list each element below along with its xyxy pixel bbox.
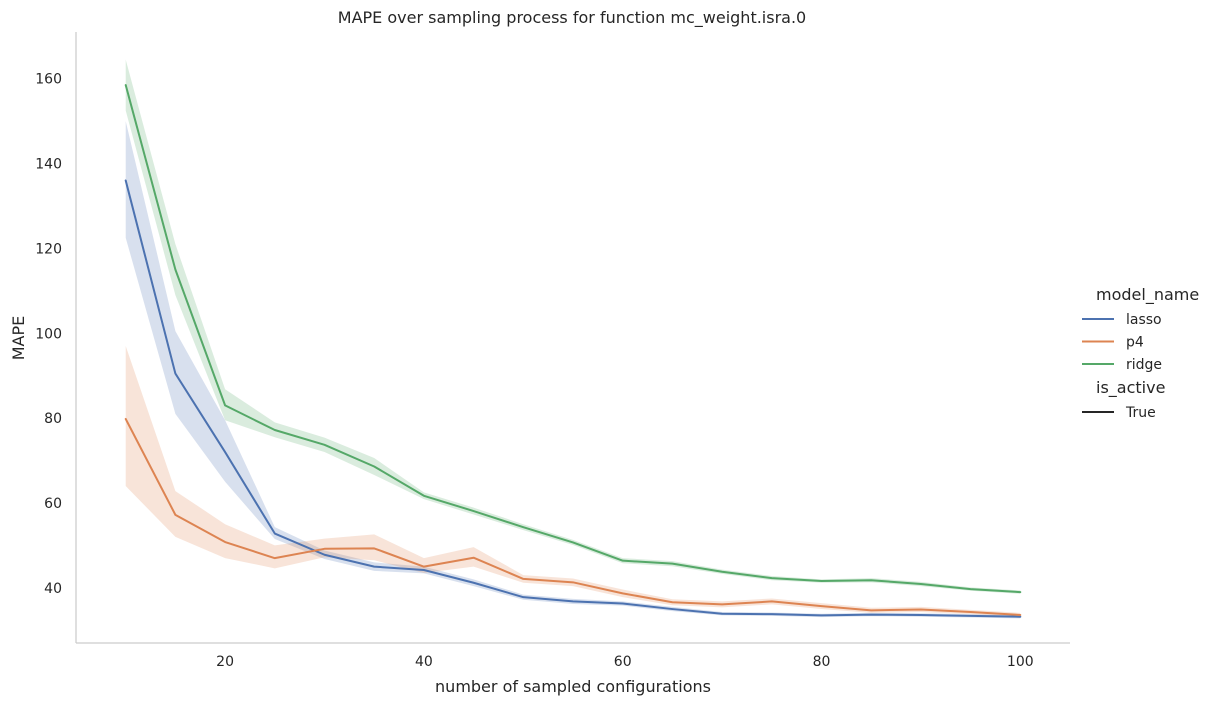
legend-label-lasso: lasso <box>1126 312 1162 328</box>
y-axis-title: MAPE <box>9 316 28 361</box>
legend-label-ridge: ridge <box>1126 357 1162 373</box>
confidence-band-p4 <box>125 345 1021 618</box>
series-line-lasso <box>124 179 1022 618</box>
x-tick-label: 60 <box>614 654 632 670</box>
y-tick-label: 140 <box>35 157 62 173</box>
series-lines <box>124 84 1022 618</box>
legend: model_name is_active lasso p4 ridge True <box>1082 285 1199 421</box>
x-tick-label: 40 <box>415 654 433 670</box>
y-tick-label: 40 <box>44 581 62 597</box>
axes: 20 40 60 80 100 40 60 80 100 120 140 160 <box>35 32 1070 670</box>
x-tick-label: 100 <box>1007 654 1034 670</box>
series-line-p4 <box>124 417 1022 616</box>
confidence-band-ridge <box>125 59 1021 594</box>
y-tick-label: 120 <box>35 241 62 257</box>
series-line-ridge <box>124 84 1022 594</box>
x-tick-label: 20 <box>216 654 234 670</box>
y-tick-label: 100 <box>35 326 62 342</box>
chart-title: MAPE over sampling process for function … <box>338 8 806 28</box>
y-tick-label: 160 <box>35 72 62 88</box>
y-tick-label: 60 <box>44 496 62 512</box>
legend-style-title: is_active <box>1096 378 1165 398</box>
legend-style-label: True <box>1125 405 1156 421</box>
x-axis-title: number of sampled configurations <box>435 677 711 696</box>
y-tick-label: 80 <box>44 411 62 427</box>
x-tick-label: 80 <box>813 654 831 670</box>
legend-hue-title: model_name <box>1096 285 1199 305</box>
confidence-bands <box>125 59 1021 619</box>
legend-label-p4: p4 <box>1126 335 1144 351</box>
